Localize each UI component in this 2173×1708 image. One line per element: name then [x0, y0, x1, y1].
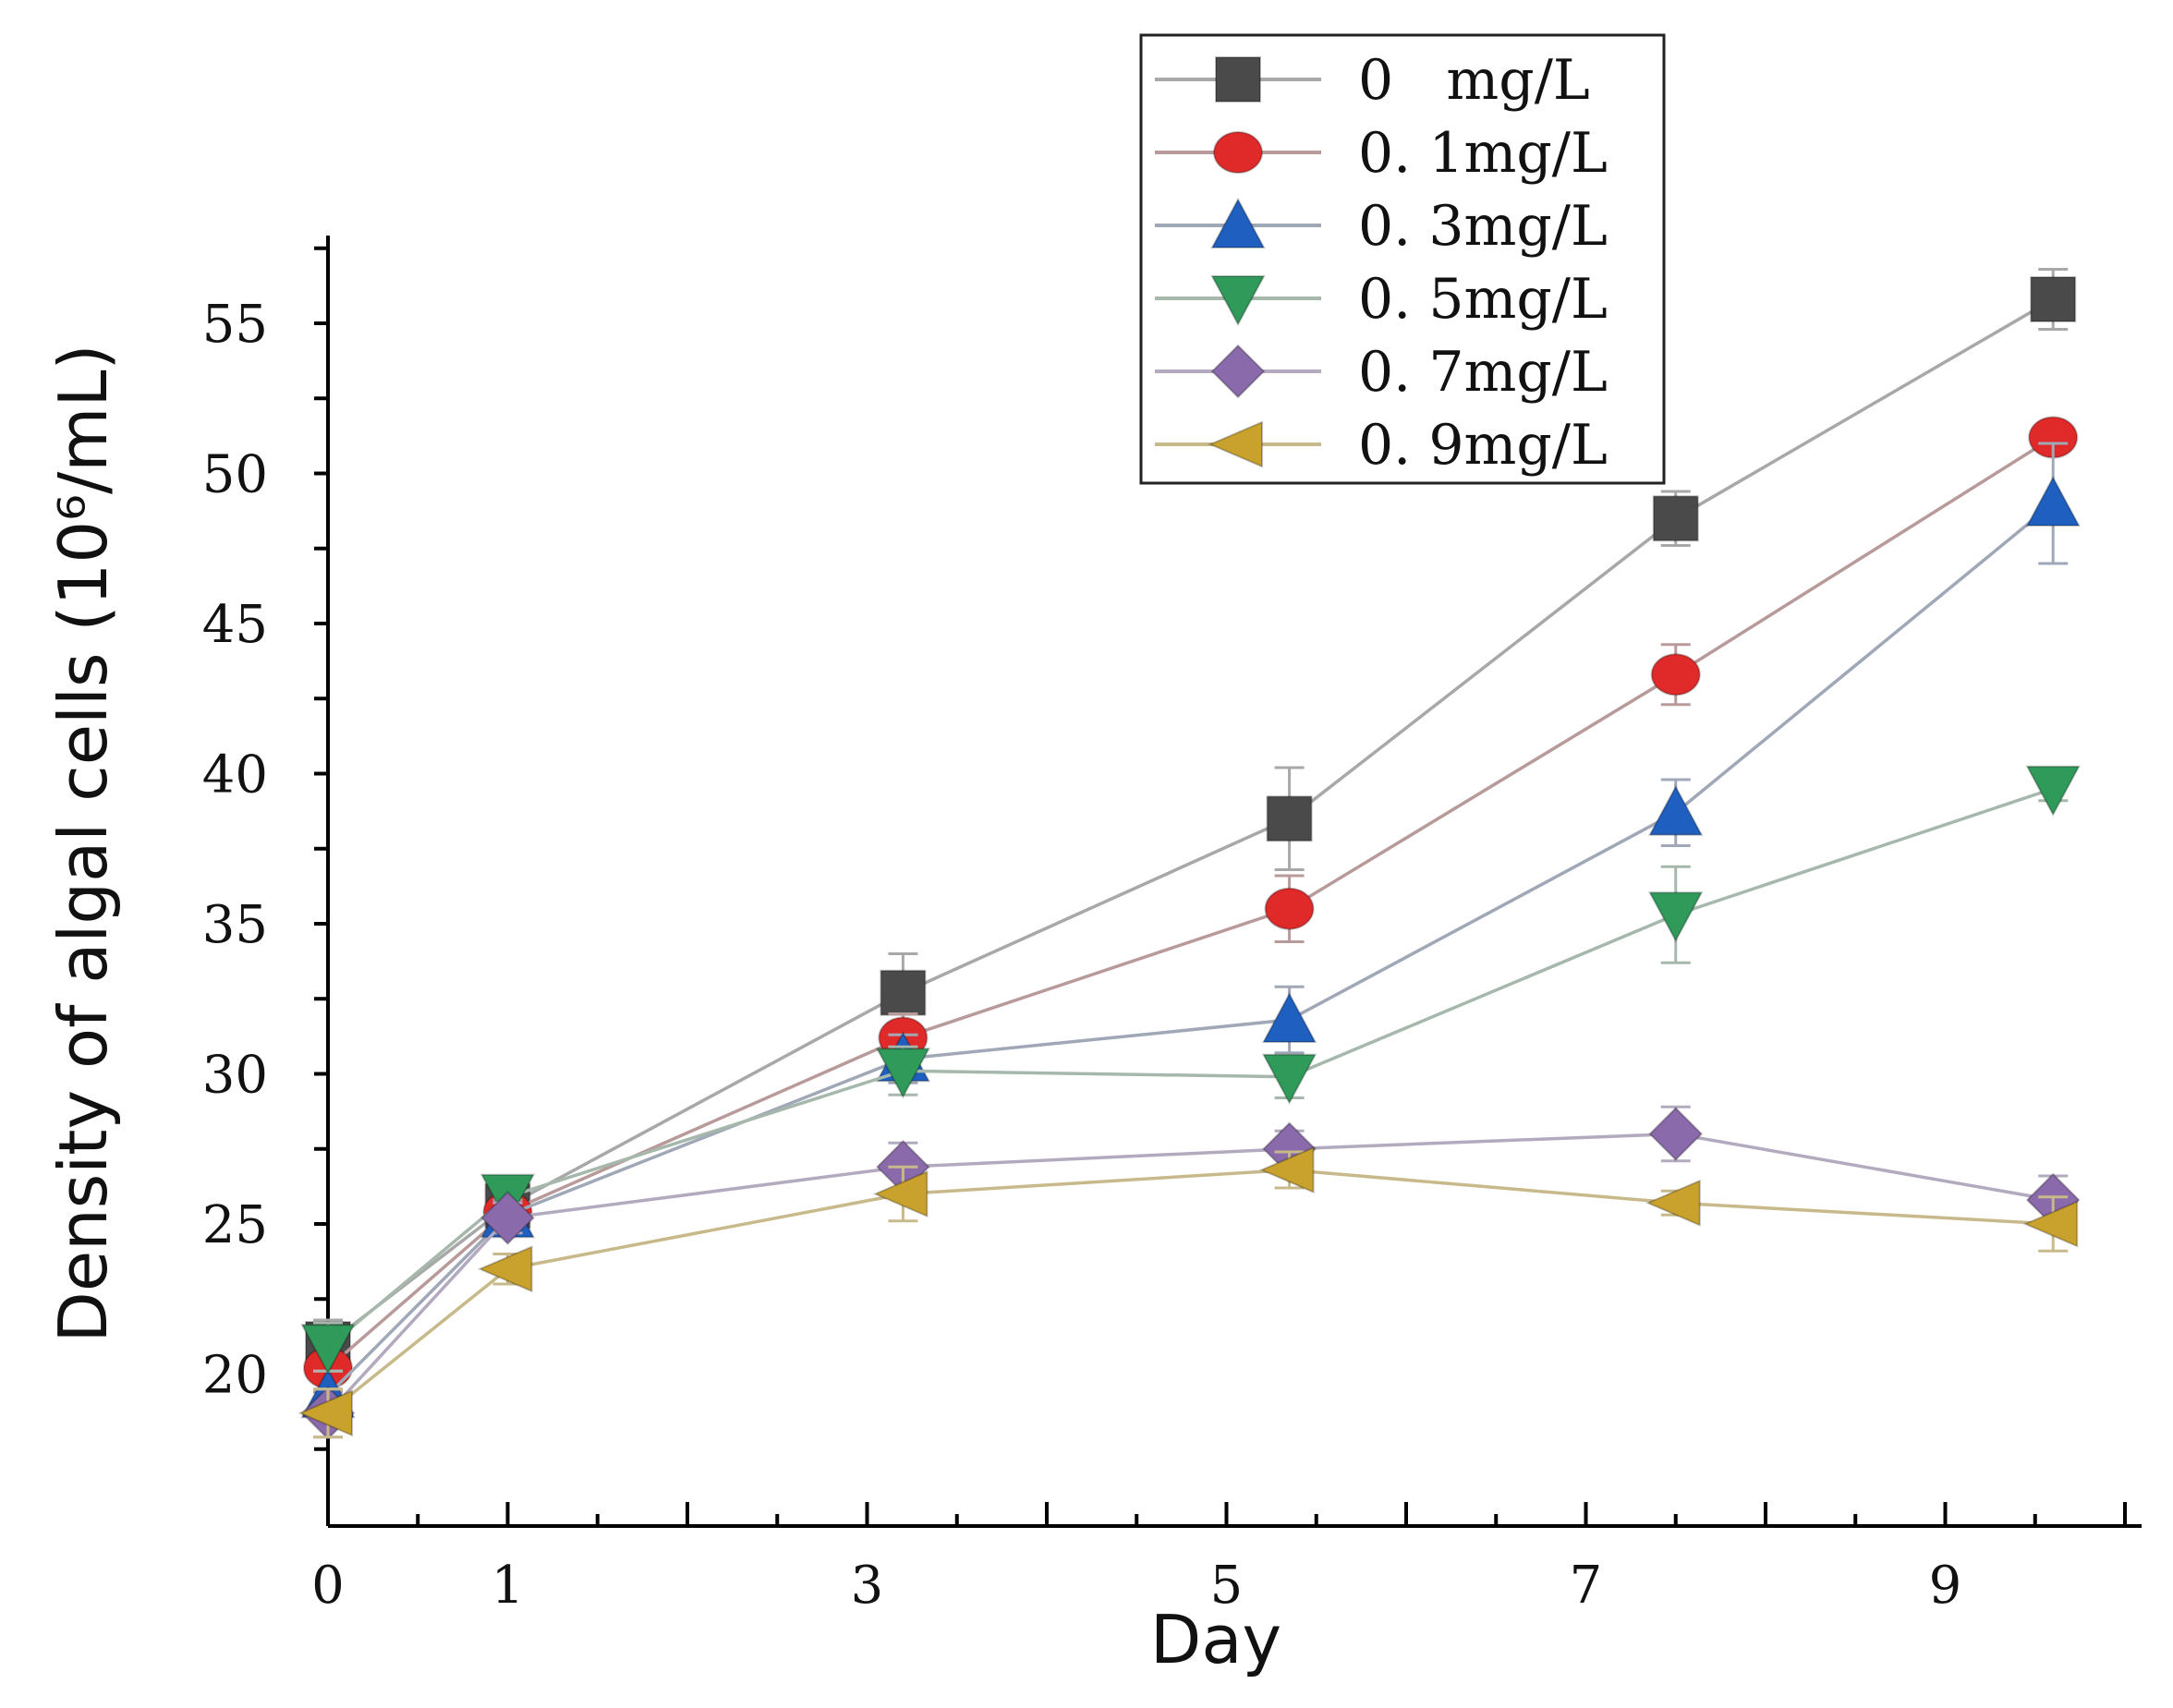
legend-marker: [1215, 56, 1261, 103]
legend: 0 mg/L 0. 1mg/L 0. 3mg/L 0. 5mg/L 0. 7mg/L 0.…: [1139, 33, 1666, 485]
data-point: [872, 1169, 929, 1218]
x-tick-label: 5: [1210, 1556, 1244, 1616]
series-line: [326, 1168, 2054, 1415]
legend-item: 0. 7mg/L: [1155, 340, 1608, 405]
series-layer: [297, 268, 2081, 1441]
data-point: [1259, 1145, 1315, 1194]
data-point: [1650, 653, 1701, 697]
x-tick-label: 9: [1929, 1556, 1962, 1616]
series-5: [300, 1105, 2081, 1441]
data-point: [2025, 765, 2081, 817]
y-tick-label: 45: [202, 595, 268, 655]
legend-label: 0 mg/L: [1358, 48, 1590, 113]
series-1: [305, 268, 2077, 1370]
data-point: [297, 1389, 353, 1437]
legend-label: 0. 1mg/L: [1358, 121, 1608, 186]
legend-item: 0. 9mg/L: [1155, 413, 1608, 478]
data-point: [2022, 1200, 2079, 1248]
data-point: [2030, 276, 2077, 322]
data-point: [1652, 495, 1699, 542]
data-point: [1645, 1179, 1701, 1227]
series-6: [297, 1145, 2079, 1439]
y-tick-label: 40: [202, 745, 268, 806]
data-point: [1261, 1053, 1317, 1105]
y-tick-label: 25: [202, 1195, 268, 1255]
legend-item: 0 mg/L: [1155, 48, 1590, 113]
legend-item: 0. 1mg/L: [1155, 121, 1608, 186]
y-tick-label: 55: [202, 295, 268, 355]
series-line: [326, 787, 2054, 1349]
data-point: [1264, 887, 1315, 930]
y-tick-label: 50: [202, 445, 268, 505]
data-point: [1261, 991, 1317, 1043]
x-tick-label: 3: [851, 1556, 884, 1616]
series-4: [300, 765, 2081, 1375]
x-tick-label: 7: [1570, 1556, 1603, 1616]
legend-box: [1139, 33, 1666, 485]
y-tick-label: 30: [202, 1046, 268, 1106]
series-line: [326, 436, 2055, 1370]
data-point: [1266, 795, 1313, 842]
series-line: [326, 502, 2055, 1397]
data-point: [875, 1048, 931, 1099]
data-point: [477, 1245, 533, 1293]
series-line: [326, 297, 2055, 1346]
legend-marker: [1210, 344, 1266, 399]
data-point: [1648, 891, 1704, 943]
legend-label: 0. 3mg/L: [1358, 194, 1608, 259]
y-axis-title: Density of algal cells (10⁶/mL): [44, 344, 122, 1342]
series-2: [303, 416, 2079, 1394]
legend-label: 0. 5mg/L: [1358, 267, 1608, 332]
legend-label: 0. 9mg/L: [1358, 413, 1608, 478]
legend-label: 0. 7mg/L: [1358, 340, 1608, 405]
legend-marker: [1208, 420, 1263, 468]
y-tick-label: 35: [202, 895, 268, 955]
legend-item: 0. 3mg/L: [1155, 194, 1608, 259]
legend-marker: [1210, 275, 1266, 327]
data-point: [1648, 1107, 1704, 1161]
data-point: [880, 969, 927, 1016]
legend-marker: [1210, 197, 1266, 248]
legend-item: 0. 5mg/L: [1155, 267, 1608, 332]
data-point: [480, 1191, 535, 1245]
data-point: [2025, 475, 2081, 527]
data-point: [300, 1324, 356, 1375]
legend-marker: [1213, 131, 1263, 174]
x-tick-label: 1: [492, 1556, 525, 1616]
x-tick-label: 0: [311, 1556, 345, 1616]
x-axis-title: Day: [1150, 1601, 1281, 1678]
series-line: [326, 1132, 2054, 1414]
y-tick-label: 20: [202, 1346, 268, 1406]
data-point: [1648, 784, 1704, 836]
